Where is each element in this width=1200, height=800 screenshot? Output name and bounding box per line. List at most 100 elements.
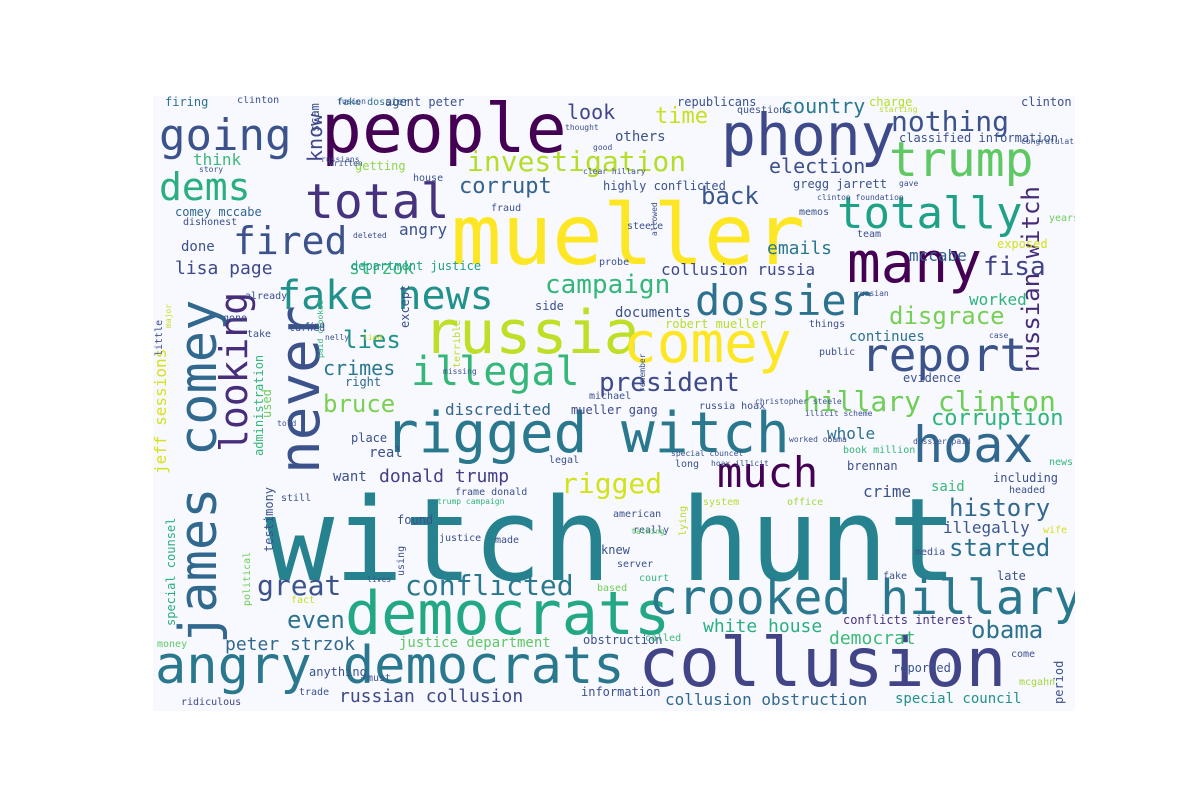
word-election: election xyxy=(769,154,866,178)
word-look: look xyxy=(567,100,616,124)
word-book-million: book million xyxy=(843,445,916,456)
word-news-media: news media xyxy=(1049,457,1075,468)
word-classified-information: classified information xyxy=(899,131,1058,145)
word-rigged-witch: rigged witch xyxy=(385,401,790,466)
word-scam: scam xyxy=(308,103,322,132)
word-long: long xyxy=(675,459,700,470)
word-server: server xyxy=(617,559,654,570)
word-russian-collusion: russian collusion xyxy=(339,686,524,707)
word-comey-mccabe: comey mccabe xyxy=(175,205,262,219)
word-country: country xyxy=(781,96,866,118)
word-house: house xyxy=(413,173,444,184)
word-illicit-scheme: illicit scheme xyxy=(805,409,873,418)
word-democrat: democrat xyxy=(829,628,916,649)
word-angry: angry xyxy=(399,220,448,239)
word-allowed: allowed xyxy=(650,202,659,236)
word-dossier-paid: dossier paid xyxy=(913,437,971,446)
word-fraud: fraud xyxy=(491,203,522,214)
word-democrats: democrats xyxy=(345,579,671,649)
word-conflicted: conflicted xyxy=(405,569,574,602)
word-called: called xyxy=(645,633,682,644)
word-good: good xyxy=(593,143,613,152)
word-court: court xyxy=(639,573,670,584)
word-really: really xyxy=(633,525,670,536)
word-nelly: nelly xyxy=(325,333,350,342)
word-knew: knew xyxy=(601,543,630,557)
word-information: information xyxy=(581,685,661,699)
word-comey: comey xyxy=(623,311,792,376)
word-evidence: evidence xyxy=(903,371,961,385)
word-hoax: hoax xyxy=(913,416,1034,474)
word-much: much xyxy=(717,448,819,497)
word-told: told xyxy=(277,419,297,428)
word-testimony: testimony xyxy=(262,486,276,552)
word-terrible: terrible xyxy=(452,319,463,368)
word-legal: legal xyxy=(549,455,580,466)
word-russian: russian xyxy=(855,289,889,298)
word-clinton-foundation: clinton foundation xyxy=(817,193,904,202)
word-witch-hunt: witch hunt xyxy=(265,474,958,608)
word-fired: fired xyxy=(233,219,348,263)
word-find: find xyxy=(305,321,325,330)
word-american: american xyxy=(613,509,662,520)
word-jeff-sessions: jeff sessions xyxy=(153,348,170,474)
word-mccabe: mccabe xyxy=(909,246,967,265)
word-public: public xyxy=(819,347,856,358)
word-want: want xyxy=(333,469,367,485)
word-turned: turned xyxy=(289,323,326,334)
word-story: story xyxy=(199,165,224,174)
word-reported: reported xyxy=(893,661,951,675)
word-crime: crime xyxy=(863,482,912,501)
word-lies: lies xyxy=(343,326,401,354)
word-fisa: fisa xyxy=(983,252,1046,282)
word-collusion-russia: collusion russia xyxy=(661,260,816,279)
word-donald-trump: donald trump xyxy=(379,466,510,487)
word-office: office xyxy=(787,497,824,508)
word-exposed: exposed xyxy=(997,237,1048,251)
word-years: years xyxy=(1049,213,1075,224)
word-team: team xyxy=(857,229,882,240)
word-using: using xyxy=(396,545,407,576)
word-agent-peter: agent peter xyxy=(385,96,465,109)
word-thought: thought xyxy=(565,123,599,132)
word-system: system xyxy=(703,497,740,508)
word-many: many xyxy=(847,231,982,296)
word-illegal: illegal xyxy=(411,349,580,395)
word-political: political xyxy=(242,551,253,606)
word-collusion-obstruction: collusion obstruction xyxy=(665,690,868,709)
word-trump: trump xyxy=(889,132,1034,188)
word-questions: questions xyxy=(737,105,792,116)
word-talking: talking xyxy=(631,527,665,536)
word-things: things xyxy=(809,319,846,330)
word-made: made xyxy=(495,535,520,546)
word-money: money xyxy=(157,639,188,650)
word-starting: starting xyxy=(879,105,918,114)
word-remember: remember xyxy=(638,353,647,392)
word-trump-campaign: trump campaign xyxy=(437,497,505,506)
word-headed: headed xyxy=(1009,485,1046,496)
word-missing: missing xyxy=(443,367,477,376)
word-investigation: investigation xyxy=(467,145,687,178)
word-obama: obama xyxy=(971,616,1044,644)
word-firing: firing xyxy=(165,96,209,109)
word-take: take xyxy=(247,329,272,340)
word-dems: dems xyxy=(159,165,251,209)
word-corrupt: corrupt xyxy=(459,174,552,199)
word-lives: lives xyxy=(367,575,392,584)
word-clinton-frame: clinton frame xyxy=(1021,96,1075,109)
word-except: except xyxy=(398,284,412,328)
word-including: including xyxy=(993,471,1059,485)
word-still: still xyxy=(281,493,312,504)
word-memos: memos xyxy=(799,207,830,218)
word-conflicts-interest: conflicts interest xyxy=(843,613,974,627)
word-special-council: special council xyxy=(895,691,1022,707)
word-justice: justice xyxy=(439,533,482,544)
word-crimes: crimes xyxy=(323,356,396,380)
word-side: side xyxy=(535,299,564,313)
word-continues: continues xyxy=(849,329,925,345)
word-congratulations: congratulations xyxy=(1021,137,1075,146)
word-lisa-page: lisa page xyxy=(175,258,273,279)
word-hillary-clinton: hillary clinton xyxy=(803,385,1056,418)
word-special-councel: special councel xyxy=(671,449,744,458)
word-justice-department: justice department xyxy=(399,635,551,651)
